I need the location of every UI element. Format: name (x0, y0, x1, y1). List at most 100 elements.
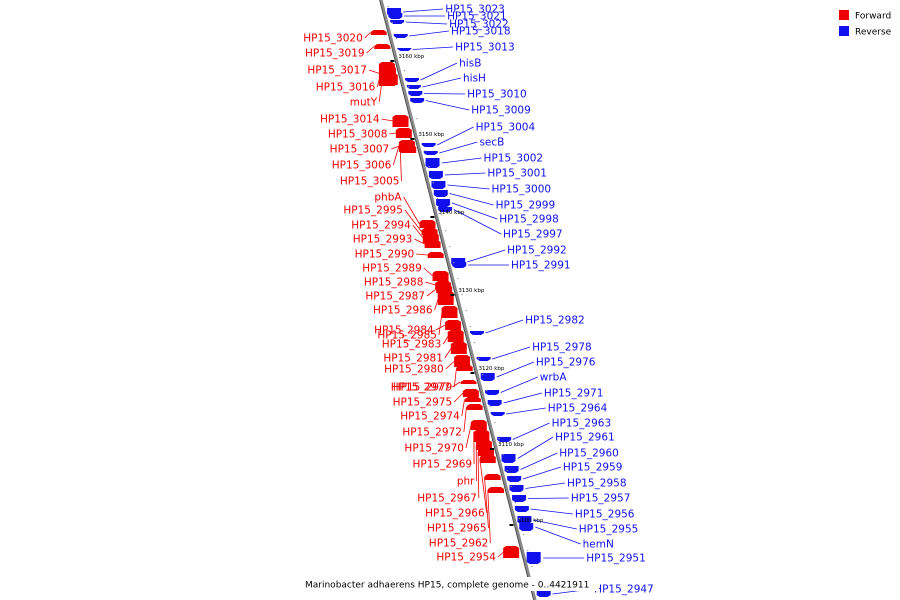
minor-tick (408, 86, 410, 88)
leader-line (409, 30, 450, 37)
reverse-gene-label: HP15_3023 (445, 4, 505, 16)
leader-line (439, 141, 478, 154)
forward-gene-label: HP15_3016 (316, 82, 376, 94)
leader-line (479, 458, 488, 514)
minor-tick (502, 454, 504, 456)
minor-tick (440, 214, 443, 216)
reverse-gene-label: HP15_2998 (499, 214, 559, 226)
legend-forward-label: Forward (855, 12, 891, 22)
leader-line (414, 238, 425, 245)
forward-gene-label: HP15_2969 (413, 459, 473, 471)
forward-gene-label: HP15_2967 (417, 493, 477, 505)
reverse-gene-block (480, 373, 495, 381)
map-caption: Marinobacter adhaerens HP15, complete ge… (305, 581, 589, 591)
leader-line (425, 100, 470, 111)
leader-line (535, 526, 581, 545)
forward-gene-label: HP15_3006 (332, 160, 392, 172)
reverse-gene-block (452, 262, 467, 268)
leader-line (376, 72, 382, 88)
minor-tick (486, 390, 488, 392)
minor-tick (473, 342, 475, 344)
forward-gene-block (419, 220, 436, 228)
leader-line (378, 78, 383, 103)
leader-line (453, 367, 457, 388)
forward-gene-block (432, 271, 449, 281)
leader-line (434, 297, 439, 311)
reverse-gene-block (504, 466, 519, 473)
forward-gene-block (427, 252, 444, 258)
genome-backbone (379, 0, 537, 600)
reverse-gene-label: HP15_2955 (579, 524, 639, 536)
leader-line (391, 145, 400, 150)
leader-line (416, 253, 428, 256)
leader-line (487, 489, 491, 544)
forward-gene-label: HP15_2974 (400, 411, 460, 423)
minor-tick (453, 262, 455, 264)
leader-line (453, 209, 502, 235)
reverse-gene-label: secB (479, 137, 504, 149)
forward-gene-block (460, 380, 477, 384)
minor-tick (510, 486, 512, 488)
reverse-gene-block (438, 207, 453, 212)
forward-gene-label: phbA (374, 192, 402, 204)
minor-tick (457, 278, 459, 280)
reverse-gene-block (423, 151, 438, 155)
leader-line (452, 381, 461, 388)
leader-line (445, 360, 455, 370)
leader-line (533, 519, 577, 530)
reverse-gene-block (507, 476, 522, 482)
leader-line (520, 452, 558, 470)
reverse-gene-label: hisH (463, 73, 486, 85)
leader-line (477, 451, 480, 499)
leader-line (463, 406, 467, 433)
reverse-gene-block (485, 390, 500, 395)
leader-line (425, 281, 436, 286)
forward-gene-block (473, 430, 490, 442)
leader-line (453, 392, 464, 403)
forward-gene-label: HP15_2985 (377, 330, 437, 342)
leader-line (426, 288, 437, 297)
minor-tick (436, 198, 439, 200)
minor-tick (395, 38, 397, 40)
reverse-gene-block (397, 48, 412, 51)
forward-gene-block (450, 342, 467, 354)
leader-line (423, 267, 434, 277)
forward-gene-label: HP15_2994 (351, 220, 411, 232)
minor-tick (469, 326, 471, 328)
reverse-gene-block (410, 98, 425, 103)
leader-line (381, 118, 394, 122)
minor-tick (432, 182, 434, 184)
forward-gene-label: mutY (350, 97, 378, 109)
forward-gene-label: HP15_2993 (353, 234, 413, 246)
leader-line (449, 193, 494, 206)
leader-line (525, 482, 566, 489)
leader-line (422, 77, 462, 88)
minor-tick (449, 246, 451, 248)
tick-label: 3140 kbp (438, 210, 464, 216)
reverse-gene-block (428, 171, 443, 179)
leader-line (437, 126, 474, 146)
forward-gene-label: HP15_3005 (340, 176, 400, 188)
forward-gene-block (374, 44, 391, 49)
reverse-gene-label: HP15_2992 (507, 245, 567, 257)
minor-tick (494, 422, 496, 424)
leader-line (423, 93, 466, 95)
reverse-gene-label: wrbA (540, 372, 568, 384)
leader-line (404, 209, 422, 232)
forward-gene-label: HP15_2977 (391, 382, 451, 394)
reverse-gene-label: HP15_2963 (552, 418, 612, 430)
reverse-gene-block (517, 516, 532, 524)
minor-tick (531, 566, 533, 568)
leader-line (497, 551, 504, 558)
leader-line (461, 399, 465, 417)
reverse-gene-label: HP15_2997 (503, 229, 563, 241)
forward-gene-label: HP15_2995 (343, 205, 403, 217)
minor-tick (481, 374, 484, 376)
forward-gene-label: HP15_2980 (384, 364, 444, 376)
minor-tick (506, 470, 508, 472)
forward-gene-label: HP15_2979 (393, 382, 453, 394)
minor-tick (527, 550, 529, 552)
reverse-gene-label: HP15_3013 (455, 42, 515, 54)
leader-line (441, 157, 482, 164)
forward-gene-block (424, 240, 441, 248)
